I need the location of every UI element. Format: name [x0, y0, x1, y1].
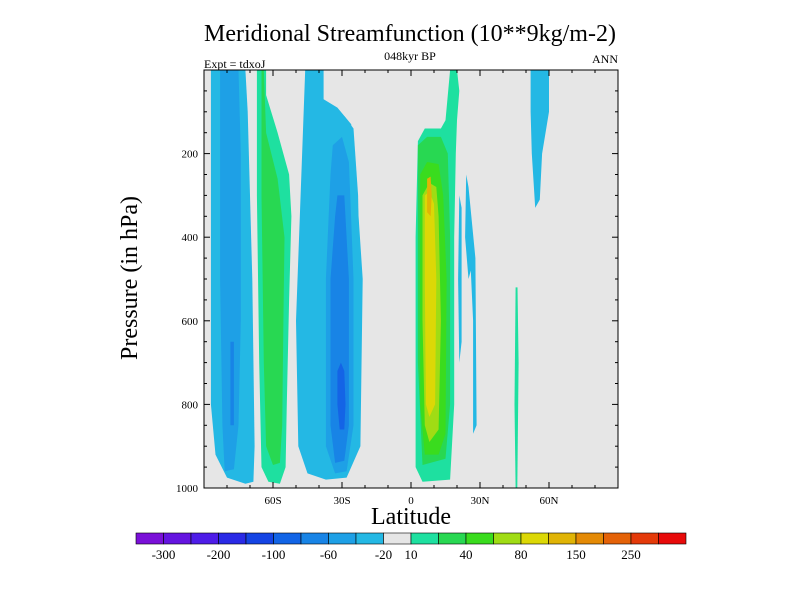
chart-title: Meridional Streamfunction (10**9kg/m-2): [204, 21, 616, 47]
colorbar-box: [493, 532, 522, 545]
experiment-label: Expt = tdxoJ: [204, 57, 266, 71]
x-tick-label: 30S: [333, 495, 350, 507]
x-tick-label: 30N: [471, 495, 490, 507]
colorbar-box: [630, 532, 659, 545]
colorbar-label: -200: [207, 547, 231, 562]
x-axis: 60S 30S 0 30N 60N: [226, 70, 596, 507]
colorbar-label: -60: [320, 547, 337, 562]
colorbar-label: 10: [405, 547, 418, 562]
plot-area: 60S 30S 0 30N 60N 200 400 600 800 1000: [176, 69, 619, 507]
x-axis-label: Latitude: [371, 504, 451, 530]
contour-sh-polar-cell-core: [230, 341, 234, 426]
contour-nh-ferrel-cell-2: [458, 195, 462, 363]
contour-nh-surface-cell: [514, 287, 519, 488]
colorbar-box: [548, 532, 577, 545]
contour-sh-ferrel-cell-inner: [261, 70, 285, 465]
x-tick-label: 60N: [540, 495, 559, 507]
colorbar-box: [520, 532, 549, 545]
colorbar-box: [163, 532, 192, 545]
colorbar-box: [273, 532, 302, 545]
colorbar: -300 -200 -100 -60 -20 10 40 80 150 250: [135, 532, 687, 562]
y-axis: 200 400 600 800 1000: [176, 90, 618, 495]
contour-nh-hadley-cell-core: [424, 191, 437, 417]
colorbar-box: [300, 532, 329, 545]
y-tick-label: 600: [182, 316, 199, 328]
contour-fills: [210, 70, 549, 488]
contour-sh-polar-cell-inner: [220, 70, 241, 472]
colorbar-box: [328, 532, 357, 545]
colorbar-box: [410, 532, 439, 545]
y-tick-label: 1000: [176, 483, 199, 495]
colorbar-box: [355, 532, 384, 545]
contour-nh-polar-cell: [530, 70, 549, 208]
colorbar-box: [135, 532, 164, 545]
chart-subtitle: 048kyr BP: [384, 49, 436, 63]
season-label: ANN: [592, 52, 618, 66]
y-tick-label: 800: [182, 399, 199, 411]
colorbar-label: -20: [375, 547, 392, 562]
y-tick-label: 400: [182, 232, 199, 244]
colorbar-box: [218, 532, 247, 545]
colorbar-label: -100: [262, 547, 286, 562]
colorbar-box: [383, 532, 412, 545]
contour-nh-hadley-cell-peak: [427, 176, 432, 217]
colorbar-box: [465, 532, 494, 545]
colorbar-label: 80: [515, 547, 528, 562]
colorbar-box: [658, 532, 687, 545]
contour-nh-ferrel-cell: [465, 174, 477, 434]
colorbar-label: 150: [566, 547, 586, 562]
colorbar-label: 40: [460, 547, 473, 562]
colorbar-box: [575, 532, 604, 545]
colorbar-label: -300: [152, 547, 176, 562]
x-tick-label: 0: [408, 495, 414, 507]
colorbar-box: [245, 532, 274, 545]
contour-sh-hadley-cell-core: [337, 362, 346, 430]
colorbar-box: [190, 532, 219, 545]
y-tick-label: 200: [182, 149, 199, 161]
colorbar-label: 250: [621, 547, 641, 562]
colorbar-box: [438, 532, 467, 545]
x-tick-label: 60S: [264, 495, 281, 507]
colorbar-box: [603, 532, 632, 545]
y-axis-label: Pressure (in hPa): [117, 196, 143, 360]
